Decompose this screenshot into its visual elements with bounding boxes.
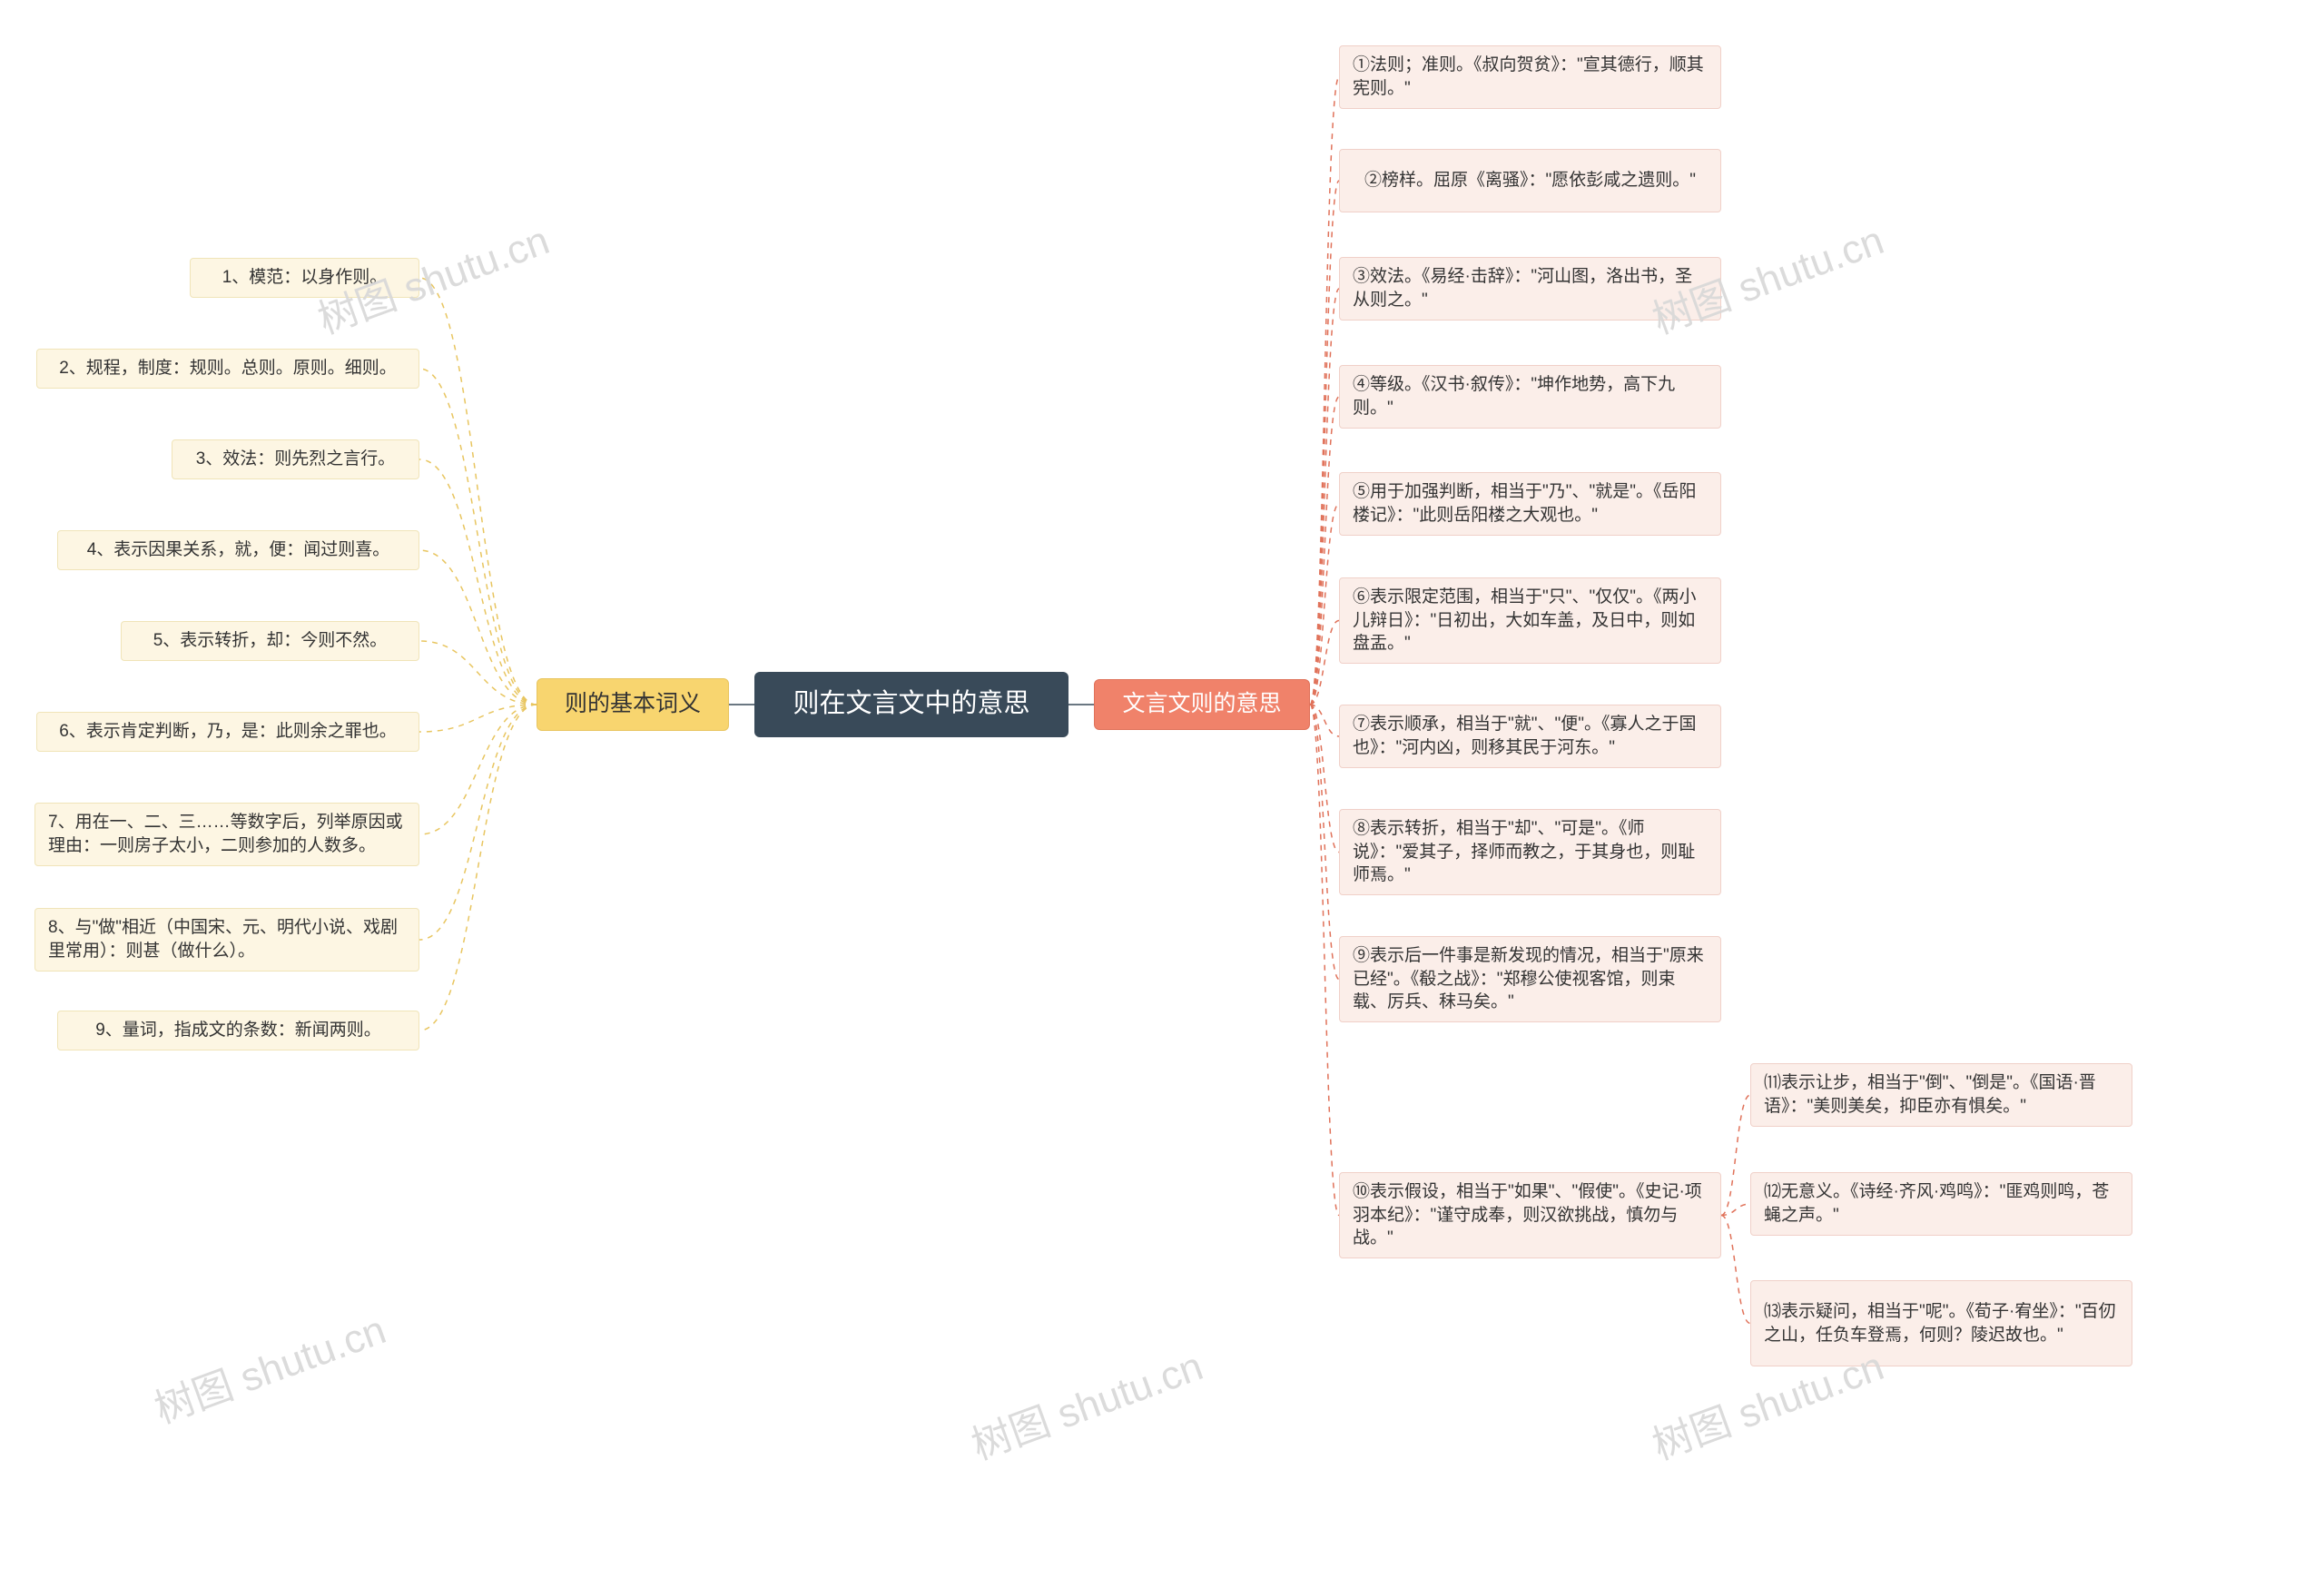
left-leaf-4: 5、表示转折，却：今则不然。	[121, 621, 419, 661]
right-subleaf-2: ⒀表示疑问，相当于"呢"。《荀子·宥坐》："百仞之山，任负车登焉，何则？陵迟故也…	[1750, 1280, 2132, 1366]
right-subleaf-1: ⑿无意义。《诗经·齐风·鸡鸣》："匪鸡则鸣，苍蝇之声。"	[1750, 1172, 2132, 1236]
branch-left-label: 则的基本词义	[537, 678, 729, 731]
left-leaf-0-label: 1、模范：以身作则。	[222, 266, 388, 290]
watermark-2: 树图 shutu.cn	[145, 1297, 392, 1435]
right-leaf-5-label: ⑥表示限定范围，相当于"只"、"仅仅"。《两小儿辩日》："日初出，大如车盖，及日…	[1353, 586, 1708, 656]
watermark-3: 树图 shutu.cn	[962, 1334, 1209, 1471]
right-leaf-6-label: ⑦表示顺承，相当于"就"、"便"。《寡人之于国也》："河内凶，则移其民于河东。"	[1353, 713, 1708, 759]
right-leaf-6: ⑦表示顺承，相当于"就"、"便"。《寡人之于国也》："河内凶，则移其民于河东。"	[1339, 705, 1721, 768]
right-leaf-0: ①法则；准则。《叔向贺贫》："宣其德行，顺其宪则。"	[1339, 45, 1721, 109]
right-subleaf-0: ⑾表示让步，相当于"倒"、"倒是"。《国语·晋语》："美则美矣，抑臣亦有惧矣。"	[1750, 1063, 2132, 1127]
right-leaf-8-label: ⑨表示后一件事是新发现的情况，相当于"原来已经"。《殽之战》："郑穆公使视客馆，…	[1353, 944, 1708, 1014]
left-leaf-2: 3、效法：则先烈之言行。	[172, 439, 419, 479]
left-leaf-7-label: 8、与"做"相近（中国宋、元、明代小说、戏剧里常用）：则甚（做什么）。	[48, 916, 406, 962]
branch-right-label-label: 文言文则的意思	[1122, 689, 1281, 720]
right-leaf-7: ⑧表示转折，相当于"却"、"可是"。《师说》："爱其子，择师而教之，于其身也，则…	[1339, 809, 1721, 895]
right-subleaf-1-label: ⑿无意义。《诗经·齐风·鸡鸣》："匪鸡则鸣，苍蝇之声。"	[1764, 1180, 2119, 1227]
left-leaf-4-label: 5、表示转折，却：今则不然。	[153, 629, 388, 653]
right-subleaf-0-label: ⑾表示让步，相当于"倒"、"倒是"。《国语·晋语》："美则美矣，抑臣亦有惧矣。"	[1764, 1071, 2119, 1118]
right-leaf-4-label: ⑤用于加强判断，相当于"乃"、"就是"。《岳阳楼记》："此则岳阳楼之大观也。"	[1353, 480, 1708, 527]
left-leaf-6-label: 7、用在一、二、三……等数字后，列举原因或理由：一则房子太小，二则参加的人数多。	[48, 811, 406, 857]
right-leaf-3-label: ④等级。《汉书·叙传》："坤作地势，高下九则。"	[1353, 373, 1708, 419]
left-leaf-7: 8、与"做"相近（中国宋、元、明代小说、戏剧里常用）：则甚（做什么）。	[34, 908, 419, 972]
center-node-label: 则在文言文中的意思	[793, 686, 1029, 722]
branch-left-label-label: 则的基本词义	[565, 689, 701, 720]
right-leaf-2: ③效法。《易经·击辞》："河山图，洛出书，圣从则之。"	[1339, 257, 1721, 321]
right-leaf-1: ②榜样。屈原《离骚》："愿依彭咸之遗则。"	[1339, 149, 1721, 212]
right-leaf-1-label: ②榜样。屈原《离骚》："愿依彭咸之遗则。"	[1364, 169, 1696, 192]
branch-right-label: 文言文则的意思	[1094, 679, 1310, 730]
right-leaf-4: ⑤用于加强判断，相当于"乃"、"就是"。《岳阳楼记》："此则岳阳楼之大观也。"	[1339, 472, 1721, 536]
right-leaf-8: ⑨表示后一件事是新发现的情况，相当于"原来已经"。《殽之战》："郑穆公使视客馆，…	[1339, 936, 1721, 1022]
right-subleaf-2-label: ⒀表示疑问，相当于"呢"。《荀子·宥坐》："百仞之山，任负车登焉，何则？陵迟故也…	[1764, 1300, 2119, 1346]
left-leaf-1: 2、规程，制度：规则。总则。原则。细则。	[36, 349, 419, 389]
right-leaf-5: ⑥表示限定范围，相当于"只"、"仅仅"。《两小儿辩日》："日初出，大如车盖，及日…	[1339, 577, 1721, 664]
left-leaf-3: 4、表示因果关系，就，便：闻过则喜。	[57, 530, 419, 570]
right-leaf-9: ⑩表示假设，相当于"如果"、"假使"。《史记·项羽本纪》："谨守成奉，则汉欲挑战…	[1339, 1172, 1721, 1258]
right-leaf-0-label: ①法则；准则。《叔向贺贫》："宣其德行，顺其宪则。"	[1353, 54, 1708, 100]
left-leaf-0: 1、模范：以身作则。	[190, 258, 419, 298]
left-leaf-2-label: 3、效法：则先烈之言行。	[196, 448, 396, 471]
right-leaf-2-label: ③效法。《易经·击辞》："河山图，洛出书，圣从则之。"	[1353, 265, 1708, 311]
right-leaf-7-label: ⑧表示转折，相当于"却"、"可是"。《师说》："爱其子，择师而教之，于其身也，则…	[1353, 817, 1708, 887]
left-leaf-3-label: 4、表示因果关系，就，便：闻过则喜。	[87, 538, 390, 562]
right-leaf-3: ④等级。《汉书·叙传》："坤作地势，高下九则。"	[1339, 365, 1721, 429]
left-leaf-5: 6、表示肯定判断，乃，是：此则余之罪也。	[36, 712, 419, 752]
left-leaf-6: 7、用在一、二、三……等数字后，列举原因或理由：一则房子太小，二则参加的人数多。	[34, 803, 419, 866]
left-leaf-8: 9、量词，指成文的条数：新闻两则。	[57, 1011, 419, 1050]
right-leaf-9-label: ⑩表示假设，相当于"如果"、"假使"。《史记·项羽本纪》："谨守成奉，则汉欲挑战…	[1353, 1180, 1708, 1250]
center-node: 则在文言文中的意思	[754, 672, 1068, 737]
left-leaf-5-label: 6、表示肯定判断，乃，是：此则余之罪也。	[59, 720, 397, 744]
left-leaf-8-label: 9、量词，指成文的条数：新闻两则。	[95, 1019, 381, 1042]
left-leaf-1-label: 2、规程，制度：规则。总则。原则。细则。	[59, 357, 397, 380]
